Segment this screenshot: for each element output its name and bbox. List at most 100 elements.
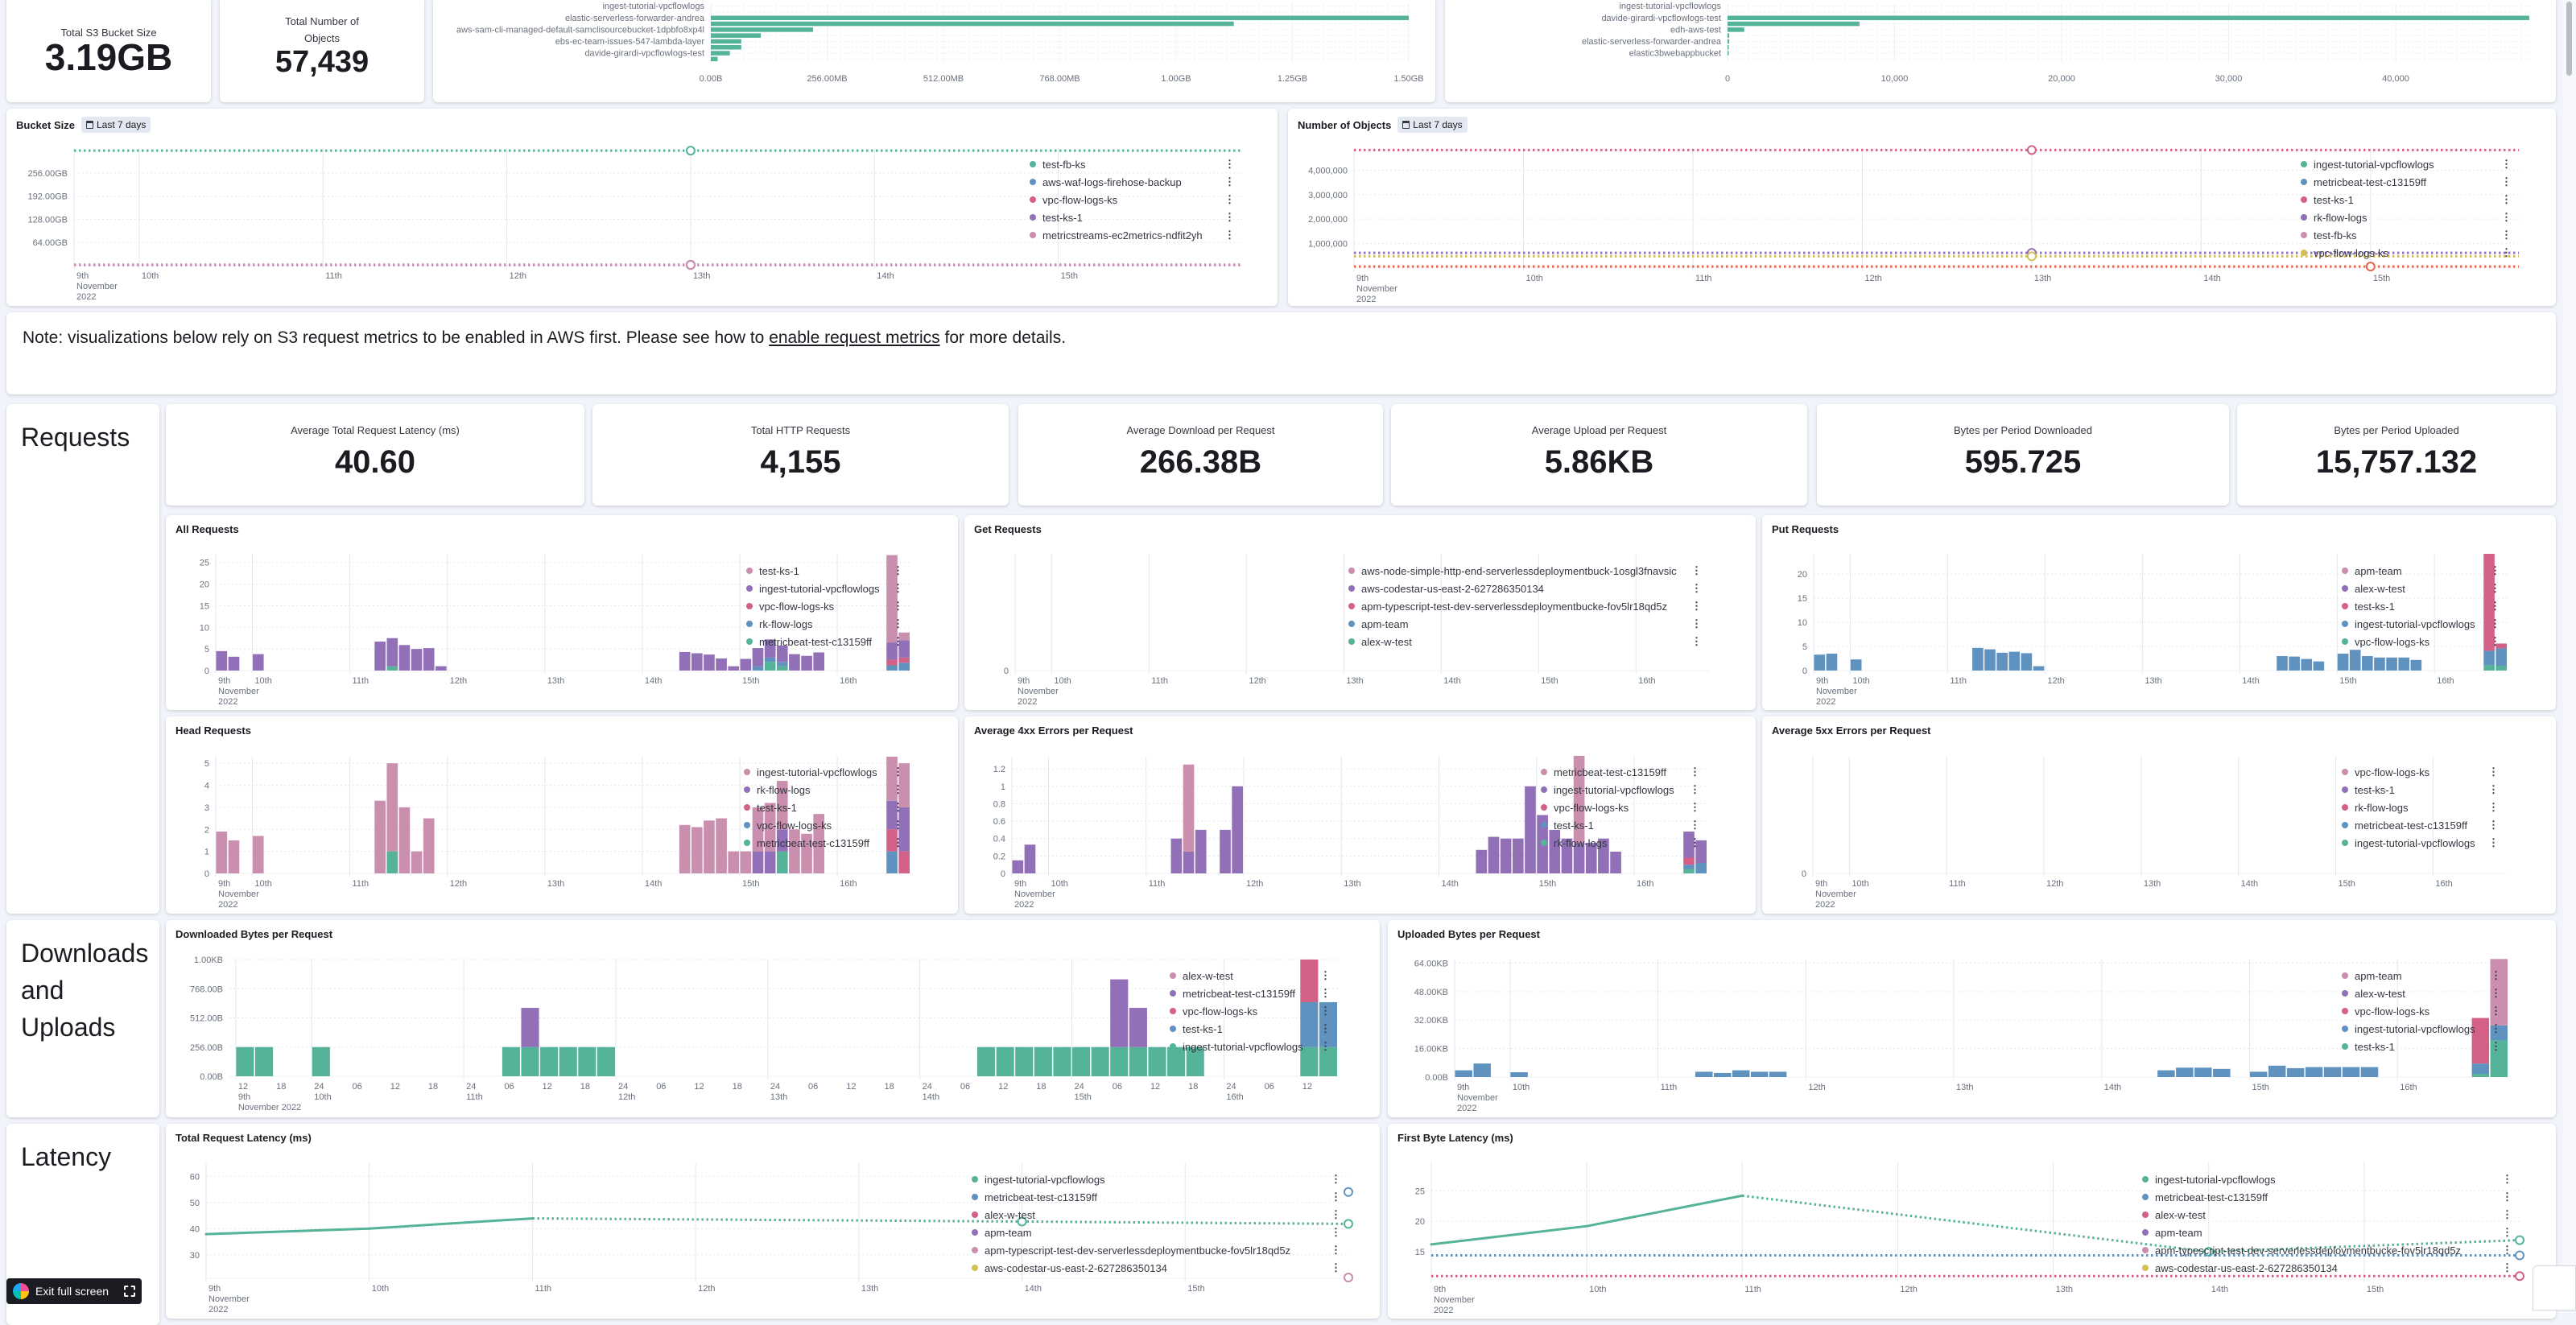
legend-item[interactable]: ingest-tutorial-vpcflowlogs ⋮ (746, 580, 903, 597)
legend-item-menu-icon[interactable]: ⋮ (1224, 211, 1235, 223)
legend-item-menu-icon[interactable]: ⋮ (1690, 783, 1700, 795)
legend-item-menu-icon[interactable]: ⋮ (1320, 1005, 1331, 1017)
legend-item[interactable]: vpc-flow-logs-ks ⋮ (2301, 244, 2512, 262)
legend-item-menu-icon[interactable]: ⋮ (1331, 1191, 1341, 1203)
legend-item[interactable]: ingest-tutorial-vpcflowlogs ⋮ (2142, 1170, 2512, 1188)
legend-item-menu-icon[interactable]: ⋮ (1691, 600, 1702, 612)
legend-item-menu-icon[interactable]: ⋮ (1690, 801, 1700, 813)
legend-item[interactable]: test-ks-1 ⋮ (2342, 781, 2499, 799)
legend-item-menu-icon[interactable]: ⋮ (2488, 836, 2499, 848)
scrollbar-thumb[interactable] (2566, 2, 2572, 76)
legend-item[interactable]: metricbeat-test-c13159ff ⋮ (972, 1188, 1341, 1206)
legend-item-menu-icon[interactable]: ⋮ (2501, 211, 2512, 223)
legend-item-menu-icon[interactable]: ⋮ (1331, 1244, 1341, 1256)
legend-item[interactable]: alex-w-test ⋮ (2342, 984, 2501, 1002)
legend-item-menu-icon[interactable]: ⋮ (1224, 158, 1235, 170)
legend-item-menu-icon[interactable]: ⋮ (1691, 564, 1702, 576)
legend-item-menu-icon[interactable]: ⋮ (893, 836, 903, 848)
legend-item[interactable]: metricbeat-test-c13159ff ⋮ (744, 834, 903, 852)
legend-item[interactable]: aws-codestar-us-east-2-627286350134 ⋮ (1348, 580, 1702, 597)
legend-item[interactable]: vpc-flow-logs-ks ⋮ (1541, 799, 1700, 816)
legend-item-menu-icon[interactable]: ⋮ (2501, 175, 2512, 188)
legend-item[interactable]: apm-typescript-test-dev-serverlessdeploy… (1348, 597, 1702, 615)
legend-item[interactable]: alex-w-test ⋮ (1170, 967, 1331, 984)
legend-item-menu-icon[interactable]: ⋮ (2490, 635, 2500, 647)
legend-item-menu-icon[interactable]: ⋮ (2501, 229, 2512, 241)
legend-item-menu-icon[interactable]: ⋮ (1224, 175, 1235, 188)
legend-item-menu-icon[interactable]: ⋮ (893, 564, 903, 576)
legend-item-menu-icon[interactable]: ⋮ (1691, 617, 1702, 629)
legend-item[interactable]: rk-flow-logs ⋮ (2301, 208, 2512, 226)
legend-item[interactable]: alex-w-test ⋮ (1348, 633, 1702, 650)
legend-item[interactable]: apm-team ⋮ (2342, 967, 2501, 984)
legend-item[interactable]: aws-waf-logs-firehose-backup ⋮ (1030, 173, 1235, 191)
legend-item-menu-icon[interactable]: ⋮ (893, 635, 903, 647)
legend-item-menu-icon[interactable]: ⋮ (1690, 819, 1700, 831)
legend-item-menu-icon[interactable]: ⋮ (2490, 564, 2500, 576)
legend-item[interactable]: ingest-tutorial-vpcflowlogs ⋮ (2342, 834, 2499, 852)
legend-item[interactable]: ingest-tutorial-vpcflowlogs ⋮ (2301, 155, 2512, 173)
legend-item[interactable]: vpc-flow-logs-ks ⋮ (2342, 1002, 2501, 1020)
enable-request-metrics-link[interactable]: enable request metrics (769, 328, 940, 347)
legend-item[interactable]: test-ks-1 ⋮ (1541, 816, 1700, 834)
legend-item-menu-icon[interactable]: ⋮ (2490, 582, 2500, 594)
legend-item-menu-icon[interactable]: ⋮ (2491, 1022, 2501, 1034)
legend-item-menu-icon[interactable]: ⋮ (1320, 1022, 1331, 1034)
legend-item-menu-icon[interactable]: ⋮ (2501, 193, 2512, 205)
legend-item[interactable]: metricbeat-test-c13159ff ⋮ (1170, 984, 1331, 1002)
legend-item[interactable]: metricbeat-test-c13159ff ⋮ (1541, 763, 1700, 781)
legend-item[interactable]: apm-team ⋮ (2142, 1224, 2512, 1241)
legend-item-menu-icon[interactable]: ⋮ (893, 783, 903, 795)
legend-item-menu-icon[interactable]: ⋮ (893, 801, 903, 813)
legend-item-menu-icon[interactable]: ⋮ (1691, 635, 1702, 647)
legend-item-menu-icon[interactable]: ⋮ (1224, 193, 1235, 205)
time-range-badge[interactable]: Last 7 days (1397, 117, 1468, 133)
legend-item[interactable]: apm-team ⋮ (972, 1224, 1341, 1241)
legend-item[interactable]: alex-w-test ⋮ (2142, 1206, 2512, 1224)
legend-item-menu-icon[interactable]: ⋮ (1690, 836, 1700, 848)
legend-item-menu-icon[interactable]: ⋮ (2488, 801, 2499, 813)
legend-item-menu-icon[interactable]: ⋮ (1320, 1040, 1331, 1052)
legend-item-menu-icon[interactable]: ⋮ (2501, 246, 2512, 258)
legend-item[interactable]: aws-codestar-us-east-2-627286350134 ⋮ (972, 1259, 1341, 1277)
legend-item-menu-icon[interactable]: ⋮ (2488, 766, 2499, 778)
legend-item[interactable]: ingest-tutorial-vpcflowlogs ⋮ (2342, 1020, 2501, 1038)
legend-item-menu-icon[interactable]: ⋮ (893, 600, 903, 612)
legend-item[interactable]: metricbeat-test-c13159ff ⋮ (2342, 816, 2499, 834)
legend-item[interactable]: test-ks-1 ⋮ (746, 562, 903, 580)
legend-item[interactable]: alex-w-test ⋮ (972, 1206, 1341, 1224)
legend-item[interactable]: metricbeat-test-c13159ff ⋮ (2301, 173, 2512, 191)
legend-item[interactable]: test-ks-1 ⋮ (2301, 191, 2512, 208)
time-range-badge[interactable]: Last 7 days (80, 117, 151, 133)
legend-item-menu-icon[interactable]: ⋮ (2491, 987, 2501, 999)
legend-item[interactable]: test-ks-1 ⋮ (1170, 1020, 1331, 1038)
legend-item-menu-icon[interactable]: ⋮ (2490, 617, 2500, 629)
legend-item-menu-icon[interactable]: ⋮ (1224, 229, 1235, 241)
legend-item-menu-icon[interactable]: ⋮ (2502, 1261, 2512, 1273)
legend-item[interactable]: metricbeat-test-c13159ff ⋮ (746, 633, 903, 650)
legend-item-menu-icon[interactable]: ⋮ (2490, 600, 2500, 612)
legend-item[interactable]: test-ks-1 ⋮ (2342, 597, 2500, 615)
legend-item[interactable]: rk-flow-logs ⋮ (744, 781, 903, 799)
legend-item-menu-icon[interactable]: ⋮ (1320, 987, 1331, 999)
legend-item[interactable]: test-fb-ks ⋮ (1030, 155, 1235, 173)
legend-item[interactable]: apm-team ⋮ (2342, 562, 2500, 580)
legend-item-menu-icon[interactable]: ⋮ (1331, 1173, 1341, 1185)
legend-item[interactable]: ingest-tutorial-vpcflowlogs ⋮ (972, 1170, 1341, 1188)
legend-item[interactable]: rk-flow-logs ⋮ (1541, 834, 1700, 852)
legend-item-menu-icon[interactable]: ⋮ (2502, 1226, 2512, 1238)
legend-item-menu-icon[interactable]: ⋮ (2502, 1173, 2512, 1185)
legend-item[interactable]: alex-w-test ⋮ (2342, 580, 2500, 597)
legend-item-menu-icon[interactable]: ⋮ (2502, 1191, 2512, 1203)
legend-item[interactable]: apm-typescript-test-dev-serverlessdeploy… (2142, 1241, 2512, 1259)
legend-item[interactable]: vpc-flow-logs-ks ⋮ (1030, 191, 1235, 208)
legend-item[interactable]: vpc-flow-logs-ks ⋮ (2342, 763, 2499, 781)
legend-item[interactable]: ingest-tutorial-vpcflowlogs ⋮ (2342, 615, 2500, 633)
legend-item-menu-icon[interactable]: ⋮ (2488, 783, 2499, 795)
legend-item-menu-icon[interactable]: ⋮ (2501, 158, 2512, 170)
legend-item-menu-icon[interactable]: ⋮ (2491, 1005, 2501, 1017)
legend-item[interactable]: metricbeat-test-c13159ff ⋮ (2142, 1188, 2512, 1206)
legend-item[interactable]: vpc-flow-logs-ks ⋮ (746, 597, 903, 615)
page-scrollbar[interactable] (2563, 0, 2576, 1311)
legend-item[interactable]: metricstreams-ec2metrics-ndfit2yh ⋮ (1030, 226, 1235, 244)
